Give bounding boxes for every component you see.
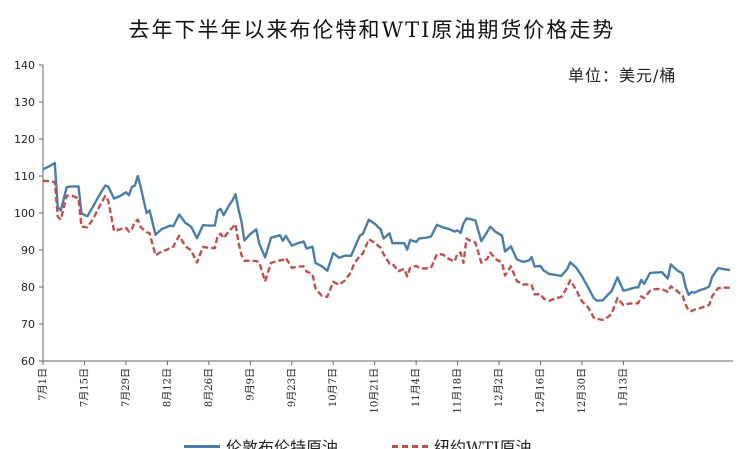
x-tick-label: 12月30日 bbox=[576, 368, 588, 413]
legend-swatch-wti bbox=[392, 444, 428, 448]
legend-item-wti: 纽约WTI原油 bbox=[392, 434, 531, 449]
y-tick-label: 110 bbox=[14, 170, 35, 183]
legend-label-brent: 伦敦布伦特原油 bbox=[226, 438, 339, 449]
x-tick-label: 1月13日 bbox=[617, 368, 629, 407]
x-axis: 7月1日 7月15日 7月29日 8月12日 8月26日 9月9日 9月23日 10月7日 10… bbox=[37, 360, 733, 413]
x-tick-label: 7月1日 bbox=[37, 368, 49, 401]
x-tick-label: 12月2日 bbox=[493, 368, 505, 407]
legend-item-brent: 伦敦布伦特原油 bbox=[184, 434, 338, 449]
y-tick-label: 130 bbox=[14, 96, 35, 109]
unit-label: 单位：美元/桶 bbox=[568, 66, 677, 85]
x-tick-label: 12月16日 bbox=[535, 368, 547, 413]
y-axis: 60 70 80 90 100 110 120 130 140 bbox=[14, 59, 44, 368]
y-tick-label: 100 bbox=[14, 207, 35, 220]
y-tick-label: 70 bbox=[21, 318, 35, 331]
x-tick-label: 9月9日 bbox=[244, 368, 256, 401]
series-layer bbox=[42, 161, 731, 322]
x-tick-label: 7月15日 bbox=[78, 368, 90, 407]
series-wti-line bbox=[42, 179, 730, 322]
legend: 伦敦布伦特原油 纽约WTI原油 bbox=[0, 434, 744, 449]
legend-swatch-brent bbox=[184, 444, 220, 448]
chart-title: 去年下半年以来布伦特和WTI原油期货价格走势 bbox=[128, 18, 616, 42]
x-tick-label: 10月21日 bbox=[369, 368, 381, 413]
y-tick-label: 120 bbox=[14, 133, 35, 146]
y-tick-label: 140 bbox=[14, 59, 35, 72]
y-tick-label: 90 bbox=[21, 244, 35, 257]
x-tick-label: 11月4日 bbox=[410, 368, 422, 407]
series-brent-line bbox=[42, 161, 731, 302]
x-tick-label: 11月18日 bbox=[452, 368, 464, 413]
y-tick-label: 60 bbox=[21, 355, 35, 368]
x-tick-label: 8月26日 bbox=[203, 368, 215, 407]
x-tick-label: 8月12日 bbox=[161, 368, 173, 407]
price-chart: 60 70 80 90 100 110 120 130 140 7月1日 7月15日 7月29日 8月… bbox=[14, 59, 733, 413]
x-tick-label: 9月23日 bbox=[286, 368, 298, 407]
x-tick-label: 7月29日 bbox=[120, 368, 132, 407]
x-tick-label: 10月7日 bbox=[327, 368, 339, 407]
legend-label-wti: 纽约WTI原油 bbox=[434, 438, 532, 449]
y-tick-label: 80 bbox=[21, 281, 35, 294]
